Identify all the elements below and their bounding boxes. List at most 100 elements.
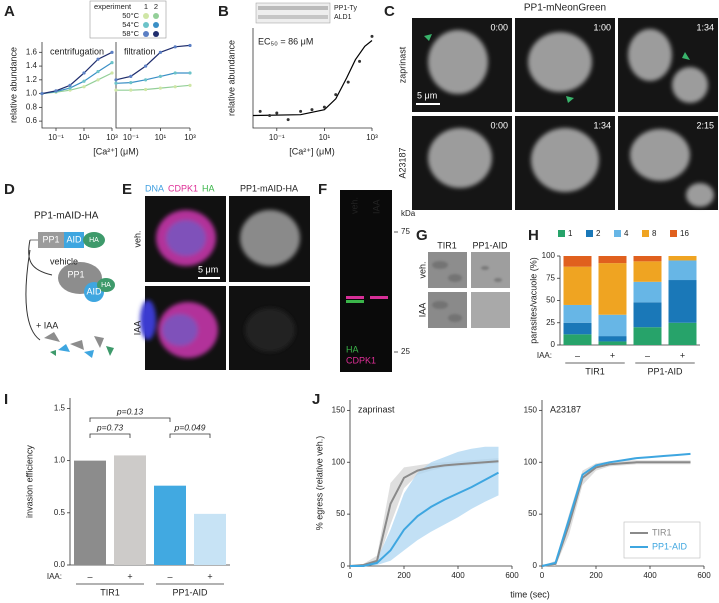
marker-label: 75 xyxy=(401,227,410,236)
y-tick-label: 0.6 xyxy=(26,116,38,125)
y-tick-label: 100 xyxy=(524,457,538,466)
y-tick-label: 0 xyxy=(551,340,556,349)
x-axis-label: [Ca²⁺] (μM) xyxy=(289,146,334,156)
axis-line xyxy=(252,28,372,129)
y-tick-label: 100 xyxy=(332,457,346,466)
y-tick-label: 1.0 xyxy=(54,456,66,465)
arrow-label: + IAA xyxy=(36,320,58,330)
domain-label: PP1 xyxy=(42,234,59,244)
y-tick-label: 0.5 xyxy=(54,508,66,517)
stain-label: HA xyxy=(202,183,215,193)
bar-segment xyxy=(598,341,627,345)
bar-segment xyxy=(668,256,697,261)
data-point xyxy=(173,71,177,75)
data-point xyxy=(322,105,326,109)
bar-segment xyxy=(633,281,662,303)
legend-swatch xyxy=(614,230,621,237)
arrow-label: vehicle xyxy=(50,256,78,266)
domain-label: AID xyxy=(86,286,102,296)
stain-label: HA xyxy=(346,344,359,354)
legend-label: 54°C xyxy=(122,20,139,29)
legend-label: 58°C xyxy=(122,29,139,38)
data-point xyxy=(129,88,133,92)
data-point xyxy=(158,50,162,54)
y-tick-label: 50 xyxy=(546,296,555,305)
x-tick-label: 0 xyxy=(540,571,545,580)
confidence-band xyxy=(350,446,499,566)
y-axis-label: invasion efficiency xyxy=(24,445,34,518)
panel-letter: G xyxy=(416,227,428,244)
data-point xyxy=(334,93,338,97)
row-label: A23187 xyxy=(397,147,407,178)
legend-swatch xyxy=(153,13,159,19)
bar-segment xyxy=(563,334,592,345)
construct-label: PP1-mAID-HA xyxy=(34,211,99,222)
scale-label: 5 μm xyxy=(417,90,437,100)
y-axis-label: relative abundance xyxy=(8,47,18,123)
y-tick-label: 0 xyxy=(341,561,346,570)
microscopy-images xyxy=(412,18,718,210)
y-tick-label: 0.8 xyxy=(26,102,38,111)
data-point xyxy=(68,83,72,87)
data-point xyxy=(110,61,114,65)
p-value: p=0.049 xyxy=(174,422,206,432)
y-tick-label: 1.2 xyxy=(26,75,38,84)
timestamp: 0:00 xyxy=(490,22,508,32)
x-tick-label: 200 xyxy=(397,571,411,580)
data-point xyxy=(114,88,118,92)
data-point xyxy=(144,87,148,92)
row-label: veh. xyxy=(417,261,427,278)
fit-line xyxy=(41,51,113,95)
y-axis-label: relative abundance xyxy=(226,40,236,116)
legend-swatch xyxy=(558,230,565,237)
legend-label: 16 xyxy=(680,229,689,238)
x-tick-label: 400 xyxy=(643,571,657,580)
annotation: EC₅₀ = 86 μM xyxy=(258,36,313,46)
legend-box xyxy=(89,0,167,39)
data-point xyxy=(82,85,86,89)
data-point xyxy=(275,111,279,115)
x-tick-label: 600 xyxy=(697,571,711,580)
data-point xyxy=(110,50,114,54)
bar-segment xyxy=(598,336,627,342)
data-point xyxy=(68,86,72,90)
legend-column: 2 xyxy=(154,2,158,11)
y-tick-label: 1.0 xyxy=(26,89,38,98)
axis-prefix: IAA: xyxy=(47,572,62,581)
domain-label: HA xyxy=(89,237,99,244)
panel-letter: E xyxy=(122,181,132,198)
y-tick-label: 1.4 xyxy=(26,61,38,70)
bar-segment xyxy=(633,261,662,282)
blot-image xyxy=(255,2,331,24)
x-axis-label: [Ca²⁺] (μM) xyxy=(93,146,138,156)
x-tick-label: – xyxy=(645,350,650,360)
data-point xyxy=(188,71,192,75)
data-point xyxy=(96,69,100,74)
bar-segment xyxy=(563,256,592,267)
row-label: zaprinast xyxy=(397,46,407,83)
significance-bracket xyxy=(89,433,131,438)
x-tick-label: 10³ xyxy=(106,133,118,142)
fit-line xyxy=(41,72,113,95)
blot-label: PP1-Ty xyxy=(334,5,357,12)
y-tick-label: 50 xyxy=(528,509,537,518)
y-tick-label: 150 xyxy=(332,405,346,414)
legend-swatch xyxy=(143,31,149,37)
data-point xyxy=(114,78,118,82)
x-tick-label: – xyxy=(167,571,172,581)
timestamp: 0:00 xyxy=(490,120,508,130)
legend-label: 8 xyxy=(652,229,657,238)
data-point xyxy=(370,34,374,38)
timestamp: 1:34 xyxy=(593,120,611,130)
data-point xyxy=(110,71,114,75)
panel-letter: H xyxy=(528,227,539,244)
data-point xyxy=(310,108,314,112)
legend-swatch xyxy=(586,230,593,237)
legend-label: TIR1 xyxy=(652,527,672,537)
bar-segment xyxy=(633,302,662,328)
legend-swatch xyxy=(153,22,159,28)
x-tick-label: 10⁻¹ xyxy=(48,133,64,142)
bar-segment xyxy=(668,322,697,345)
data-point xyxy=(268,114,272,117)
panel-letter: D xyxy=(4,181,15,198)
